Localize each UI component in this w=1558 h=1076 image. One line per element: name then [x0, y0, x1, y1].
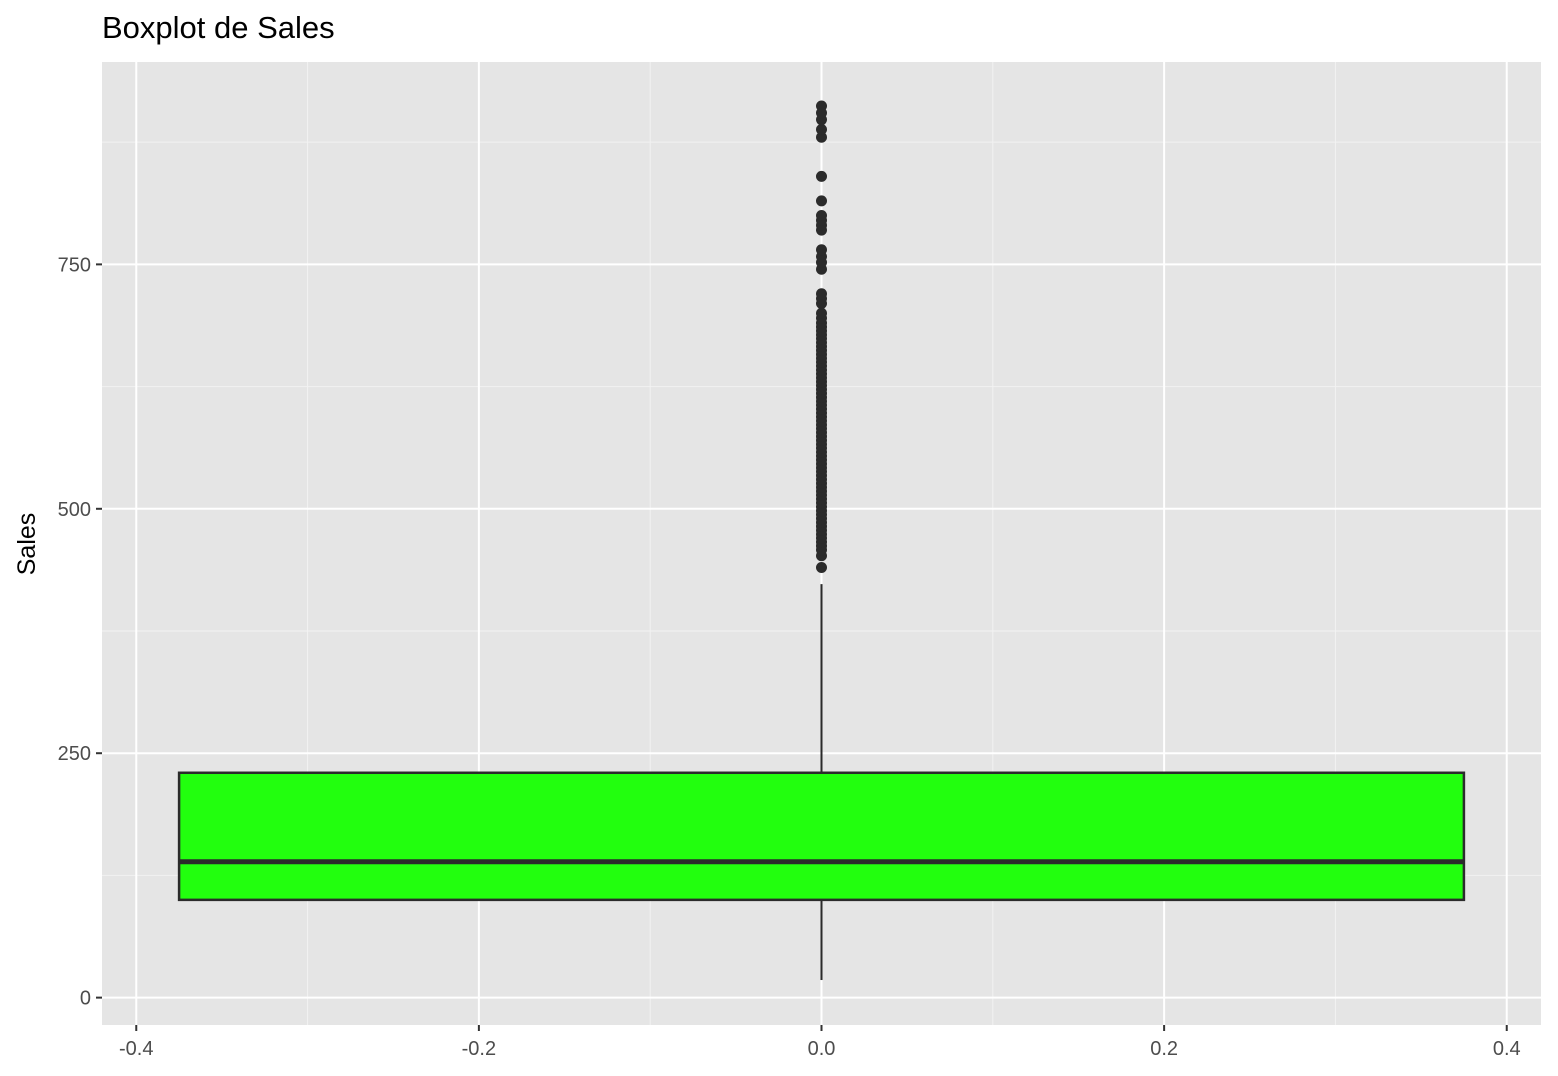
outlier-point: [816, 123, 827, 135]
outlier-point: [816, 131, 827, 143]
outlier-point: [816, 170, 827, 182]
axes: -0.4 -0.2 0.0 0.2 0.4 0 250 500 750: [58, 254, 1521, 1060]
outlier-point: [816, 209, 827, 221]
y-tick-label: 250: [58, 743, 91, 765]
outlier-point: [816, 244, 827, 256]
y-tick-label: 0: [80, 988, 91, 1010]
outlier-point: [816, 100, 827, 112]
outlier-point: [816, 195, 827, 207]
y-tick-label: 500: [58, 499, 91, 521]
x-tick-label: -0.2: [462, 1038, 496, 1060]
x-tick-label: 0.4: [1493, 1038, 1521, 1060]
x-tick-label: 0.0: [808, 1038, 836, 1060]
y-tick-label: 750: [58, 254, 91, 276]
outlier-point: [816, 307, 827, 319]
outlier-point: [816, 288, 827, 300]
x-tick-label: 0.2: [1150, 1038, 1178, 1060]
y-axis-title: Sales: [13, 513, 41, 576]
box-layer: [177, 584, 1466, 981]
outlier-point: [816, 561, 827, 573]
chart-title: Boxplot de Sales: [102, 10, 335, 45]
x-tick-label: -0.4: [119, 1038, 153, 1060]
outlier-points: [816, 100, 827, 573]
iqr-box: [177, 771, 1466, 902]
